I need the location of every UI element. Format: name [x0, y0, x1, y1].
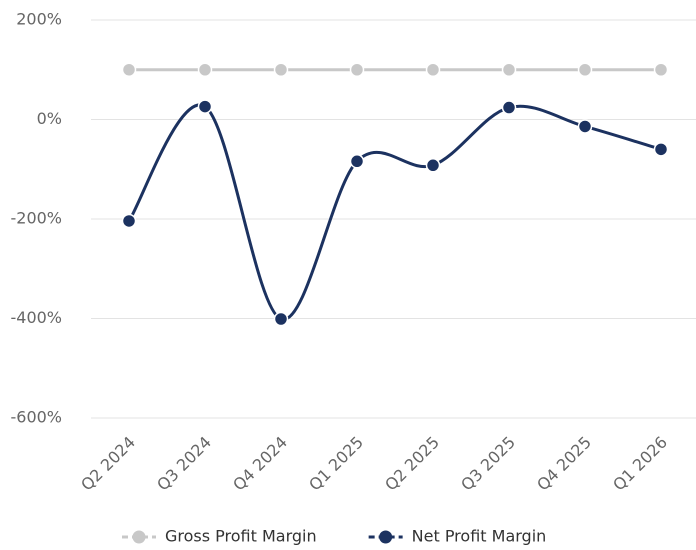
point — [653, 62, 669, 77]
x-tick-label: Q1 2025 — [305, 433, 367, 495]
point — [197, 62, 213, 77]
series-line — [127, 103, 662, 321]
x-tick-label: Q3 2025 — [457, 433, 519, 495]
x-tick-label: Q3 2024 — [153, 433, 215, 495]
y-tick-label: -200% — [10, 209, 62, 228]
y-tick-label: 200% — [16, 10, 62, 29]
x-tick-label: Q4 2025 — [533, 433, 595, 495]
legend-label: Gross Profit Margin — [165, 527, 317, 546]
point — [349, 62, 365, 77]
x-tick-label: Q4 2024 — [229, 433, 291, 495]
point — [501, 62, 517, 77]
x-tick-label: Q1 2026 — [609, 433, 671, 495]
y-tick-label: -600% — [10, 408, 62, 427]
point — [197, 99, 213, 114]
point — [501, 100, 517, 115]
point — [121, 213, 137, 229]
point — [577, 62, 593, 77]
point — [425, 158, 441, 173]
x-tick-label: Q2 2025 — [381, 433, 443, 495]
legend-label: Net Profit Margin — [412, 527, 547, 546]
point — [577, 119, 593, 134]
point — [349, 154, 365, 169]
x-tick-label: Q2 2024 — [77, 433, 139, 495]
legend-marker — [379, 530, 393, 544]
legend-marker — [132, 530, 146, 544]
point — [425, 62, 441, 77]
point — [273, 62, 289, 77]
y-tick-label: -400% — [10, 308, 62, 327]
point — [653, 142, 669, 157]
y-tick-label: 0% — [37, 109, 62, 128]
point — [121, 62, 137, 77]
point — [273, 311, 289, 327]
